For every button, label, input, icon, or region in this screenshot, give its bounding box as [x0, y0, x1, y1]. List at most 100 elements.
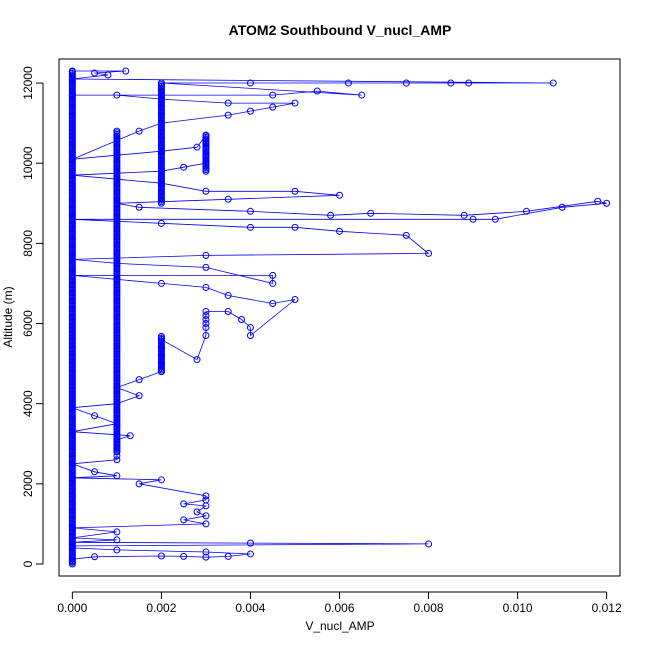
data-point [113, 275, 121, 283]
data-point [202, 548, 210, 556]
y-tick-label: 0 [21, 560, 35, 567]
data-point [113, 91, 121, 99]
data-point [113, 546, 121, 554]
data-point [202, 159, 210, 167]
data-point [202, 324, 210, 332]
data-point [549, 79, 557, 87]
data-point [224, 99, 232, 107]
data-point [269, 279, 277, 287]
y-tick-label: 8000 [21, 230, 35, 257]
chart-title: ATOM2 Southbound V_nucl_AMP [229, 22, 452, 38]
data-point [202, 492, 210, 500]
data-point [68, 404, 76, 412]
data-point [113, 400, 121, 408]
data-point [603, 199, 611, 207]
data-point [113, 536, 121, 544]
data-point [202, 307, 210, 315]
data-point [202, 151, 210, 159]
data-point [157, 476, 165, 484]
data-point [202, 320, 210, 328]
data-point [180, 516, 188, 524]
data-point [113, 444, 121, 452]
data-point [157, 552, 165, 560]
data-point [157, 219, 165, 227]
data-point [202, 496, 210, 504]
data-point [113, 436, 121, 444]
data-point [238, 316, 246, 324]
data-point [157, 352, 165, 360]
data-point [135, 392, 143, 400]
data-point [157, 95, 165, 103]
data-point [135, 480, 143, 488]
data-point [246, 79, 254, 87]
data-point [246, 539, 254, 547]
y-tick-label: 12000 [21, 66, 35, 100]
data-point [491, 215, 499, 223]
data-point [113, 151, 121, 159]
data-point [523, 207, 530, 215]
data-point [224, 552, 232, 560]
x-tick-label: 0.002 [146, 601, 176, 615]
data-point [246, 550, 254, 558]
data-point [246, 107, 254, 115]
data-point [157, 179, 165, 187]
y-tick-label: 4000 [21, 390, 35, 417]
data-point [193, 356, 201, 364]
data-point [68, 538, 76, 546]
data-point [193, 508, 201, 516]
data-point [135, 203, 143, 211]
data-point [291, 295, 299, 303]
data-point [460, 211, 468, 219]
data-point [313, 87, 321, 95]
data-point [202, 139, 210, 147]
data-point [68, 155, 76, 163]
data-point [358, 91, 366, 99]
data-point [157, 279, 165, 287]
data-point [425, 540, 433, 548]
data-point [113, 440, 121, 448]
data-point [469, 215, 477, 223]
data-point [157, 336, 165, 344]
data-point [336, 191, 343, 199]
data-point [594, 197, 602, 205]
x-tick-label: 0.006 [324, 601, 354, 615]
x-tick-label: 0.000 [57, 601, 87, 615]
x-axis: 0.000 0.002 0.004 0.006 0.008 0.010 0.012 [57, 591, 622, 615]
data-point [465, 79, 473, 87]
data-point [246, 207, 254, 215]
data-point [367, 209, 375, 217]
data-point [202, 187, 210, 195]
data-point [202, 263, 210, 271]
data-point [68, 558, 76, 566]
data-point [246, 324, 254, 332]
data-point [113, 259, 121, 267]
data-point [180, 500, 188, 508]
data-point [91, 468, 99, 476]
data-point [180, 552, 188, 560]
data-point [269, 103, 277, 111]
x-tick-label: 0.012 [592, 601, 622, 615]
data-point [126, 432, 134, 440]
data-point [113, 384, 121, 392]
data-point [202, 311, 210, 319]
data-point [447, 79, 455, 87]
data-point [113, 199, 121, 207]
data-point [113, 127, 121, 135]
data-point [135, 376, 143, 384]
data-point [135, 127, 143, 135]
data-point [68, 534, 76, 542]
data-point [202, 316, 210, 324]
data-point [202, 332, 210, 340]
data-point [91, 69, 99, 77]
data-point [68, 542, 76, 550]
data-point [246, 332, 254, 340]
data-point [113, 528, 121, 536]
data-point [113, 472, 121, 480]
x-tick-label: 0.010 [503, 601, 533, 615]
plot-area [68, 67, 611, 568]
data-point [157, 79, 165, 87]
data-point [157, 344, 165, 352]
data-point [68, 91, 76, 99]
